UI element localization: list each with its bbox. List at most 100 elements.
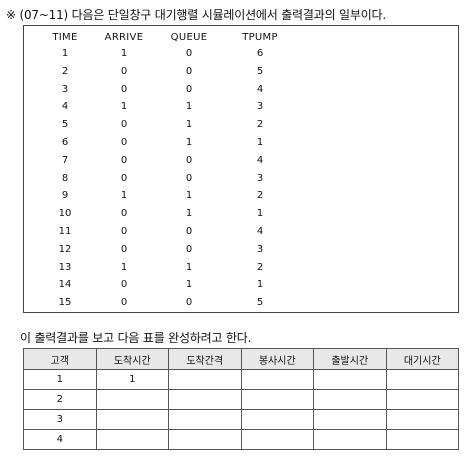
- arrival-time-cell: 1: [95, 369, 169, 390]
- col-arrive-value: 1: [120, 101, 128, 113]
- col-queue-value: 1: [185, 137, 193, 148]
- col-tpump-value: 6: [256, 48, 264, 59]
- header-service-time: 봉사시간: [240, 348, 314, 370]
- col-tpump-value: 3: [256, 101, 264, 113]
- col-tpump-value: 4: [256, 83, 264, 95]
- wait-time-cell: [385, 409, 459, 430]
- service-time-cell: [240, 369, 314, 390]
- problem-heading: ※ (07~11) 다음은 단일창구 대기행렬 시뮬레이션에서 출력결과의 일부…: [6, 8, 387, 22]
- arrival-time-cell: [95, 429, 169, 450]
- col-arrive-value: 0: [120, 119, 128, 131]
- arrival-interval-cell: [168, 389, 242, 410]
- answer-table-row: 4: [23, 429, 459, 450]
- header-customer: 고객: [23, 348, 97, 370]
- wait-time-cell: [385, 369, 459, 390]
- col-tpump-value: 1: [256, 279, 264, 291]
- service-time-cell: [240, 409, 314, 430]
- answer-table-row: 2: [23, 389, 459, 410]
- departure-time-cell: [313, 369, 387, 390]
- arrival-interval-cell: [168, 429, 242, 450]
- header-arrival-time: 도착시간: [95, 348, 169, 370]
- col-time-value: 3: [61, 83, 69, 95]
- col-tpump-value: 1: [256, 208, 264, 220]
- customer-cell: 3: [23, 409, 97, 430]
- col-queue-value: 1: [185, 279, 193, 291]
- col-arrive-value: 0: [120, 243, 128, 255]
- col-tpump-value: 2: [256, 190, 264, 202]
- col-tpump-value: 4: [256, 226, 264, 237]
- col-queue-value: 0: [185, 297, 193, 309]
- col-arrive-header: ARRIVE: [104, 32, 144, 43]
- col-arrive-value: 0: [120, 226, 128, 237]
- col-time-value: 7: [61, 154, 69, 166]
- col-arrive-value: 0: [120, 279, 128, 291]
- col-time-value: 11: [58, 226, 72, 237]
- arrival-time-cell: [95, 409, 169, 430]
- col-queue-value: 1: [185, 208, 193, 220]
- col-time-value: 12: [58, 243, 72, 255]
- col-time-value: 6: [61, 137, 69, 148]
- col-queue-value: 0: [185, 154, 193, 166]
- answer-table-row: 3: [23, 409, 459, 430]
- wait-time-cell: [385, 429, 459, 450]
- instruction-text: 이 출력결과를 보고 다음 표를 완성하려고 한다.: [20, 331, 252, 345]
- answer-table-header-row: 고객 도착시간 도착간격 봉사시간 출발시간 대기시간: [23, 348, 459, 370]
- col-queue-value: 1: [185, 101, 193, 113]
- col-arrive-value: 0: [120, 208, 128, 220]
- col-queue-value: 0: [185, 48, 193, 59]
- col-time-value: 9: [61, 190, 69, 202]
- col-arrive-value: 0: [120, 65, 128, 77]
- col-time-value: 8: [61, 172, 69, 184]
- wait-time-cell: [385, 389, 459, 410]
- col-time-value: 15: [58, 297, 72, 309]
- col-queue-header: QUEUE: [170, 32, 208, 43]
- col-arrive-value: 0: [120, 172, 128, 184]
- arrival-interval-cell: [168, 369, 242, 390]
- col-time-value: 2: [61, 65, 69, 77]
- col-arrive-value: 0: [120, 154, 128, 166]
- col-arrive-value: 0: [120, 83, 128, 95]
- service-time-cell: [240, 389, 314, 410]
- col-arrive-value: 1: [120, 261, 128, 273]
- col-tpump-value: 3: [256, 243, 264, 255]
- col-arrive-value: 1: [120, 190, 128, 202]
- col-tpump-value: 2: [256, 261, 264, 273]
- customer-cell: 2: [23, 389, 97, 410]
- col-queue-value: 0: [185, 65, 193, 77]
- col-time-value: 13: [58, 261, 72, 273]
- service-time-cell: [240, 429, 314, 450]
- col-tpump-value: 1: [256, 137, 264, 148]
- header-departure-time: 출발시간: [313, 348, 387, 370]
- col-time-value: 14: [58, 279, 72, 291]
- customer-cell: 1: [23, 369, 97, 390]
- col-arrive-value: 0: [120, 297, 128, 309]
- col-tpump-value: 2: [256, 119, 264, 131]
- col-queue-value: 1: [185, 190, 193, 202]
- departure-time-cell: [313, 389, 387, 410]
- col-time-value: 1: [61, 48, 69, 59]
- arrival-interval-cell: [168, 409, 242, 430]
- col-tpump-header: TPUMP: [242, 32, 278, 43]
- col-time-value: 10: [58, 208, 72, 220]
- customer-cell: 4: [23, 429, 97, 450]
- header-arrival-interval: 도착간격: [168, 348, 242, 370]
- col-tpump-value: 5: [256, 65, 264, 77]
- col-queue-value: 1: [185, 119, 193, 131]
- col-queue-value: 0: [185, 172, 193, 184]
- col-time-value: 4: [61, 101, 69, 113]
- col-queue-value: 0: [185, 226, 193, 237]
- col-tpump-value: 3: [256, 172, 264, 184]
- col-queue-value: 0: [185, 243, 193, 255]
- header-wait-time: 대기시간: [385, 348, 459, 370]
- col-time-header: TIME: [52, 32, 78, 43]
- departure-time-cell: [313, 429, 387, 450]
- arrival-time-cell: [95, 389, 169, 410]
- col-queue-value: 0: [185, 83, 193, 95]
- simulation-output-box: TIME ARRIVE QUEUE TPUMP 1 1 0 6 2 0 0 5 3 0 0 4 4 1 1 3 5 0 1 2…: [23, 25, 459, 313]
- col-arrive-value: 0: [120, 137, 128, 148]
- col-time-value: 5: [61, 119, 69, 131]
- col-queue-value: 1: [185, 261, 193, 273]
- departure-time-cell: [313, 409, 387, 430]
